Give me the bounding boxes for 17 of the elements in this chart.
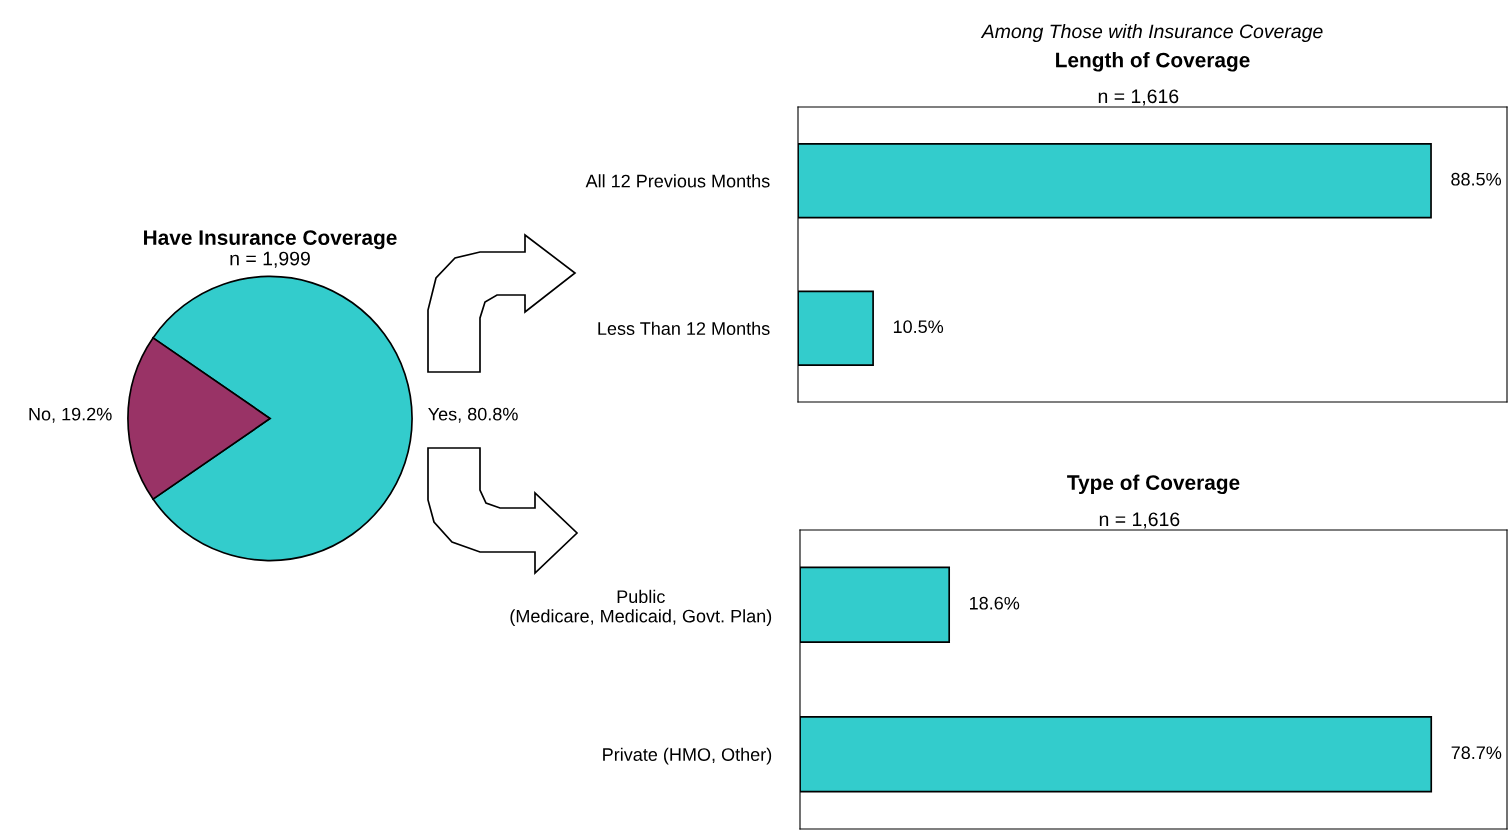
data-label: 18.6% xyxy=(970,596,1020,610)
chart-title: Type of Coverage xyxy=(1067,474,1240,495)
chart-subtitle: n = 1,616 xyxy=(1098,89,1179,106)
chart-subtitle: n = 1,999 xyxy=(230,251,310,268)
y-tick-label: All 12 Previous Months xyxy=(585,174,770,188)
y-tick-label: Less Than 12 Months xyxy=(598,321,770,335)
slice-label: No, 19.2% xyxy=(29,407,112,423)
chart-title: Length of Coverage xyxy=(1056,52,1250,72)
data-label: 88.5% xyxy=(1451,172,1502,186)
y-tick-label: Public (Medicare, Medicaid, Govt. Plan) xyxy=(510,589,772,627)
chart-title: Have Insurance Coverage xyxy=(144,230,397,250)
y-tick-label: Private (HMO, Other) xyxy=(603,747,772,765)
chart-subtitle: n = 1,616 xyxy=(1099,512,1180,529)
text: Among Those with Insurance Coverage xyxy=(980,23,1323,43)
data-label: 10.5% xyxy=(893,320,944,334)
data-label: 78.7% xyxy=(1451,746,1502,760)
slice-label: Yes, 80.8% xyxy=(428,407,518,423)
